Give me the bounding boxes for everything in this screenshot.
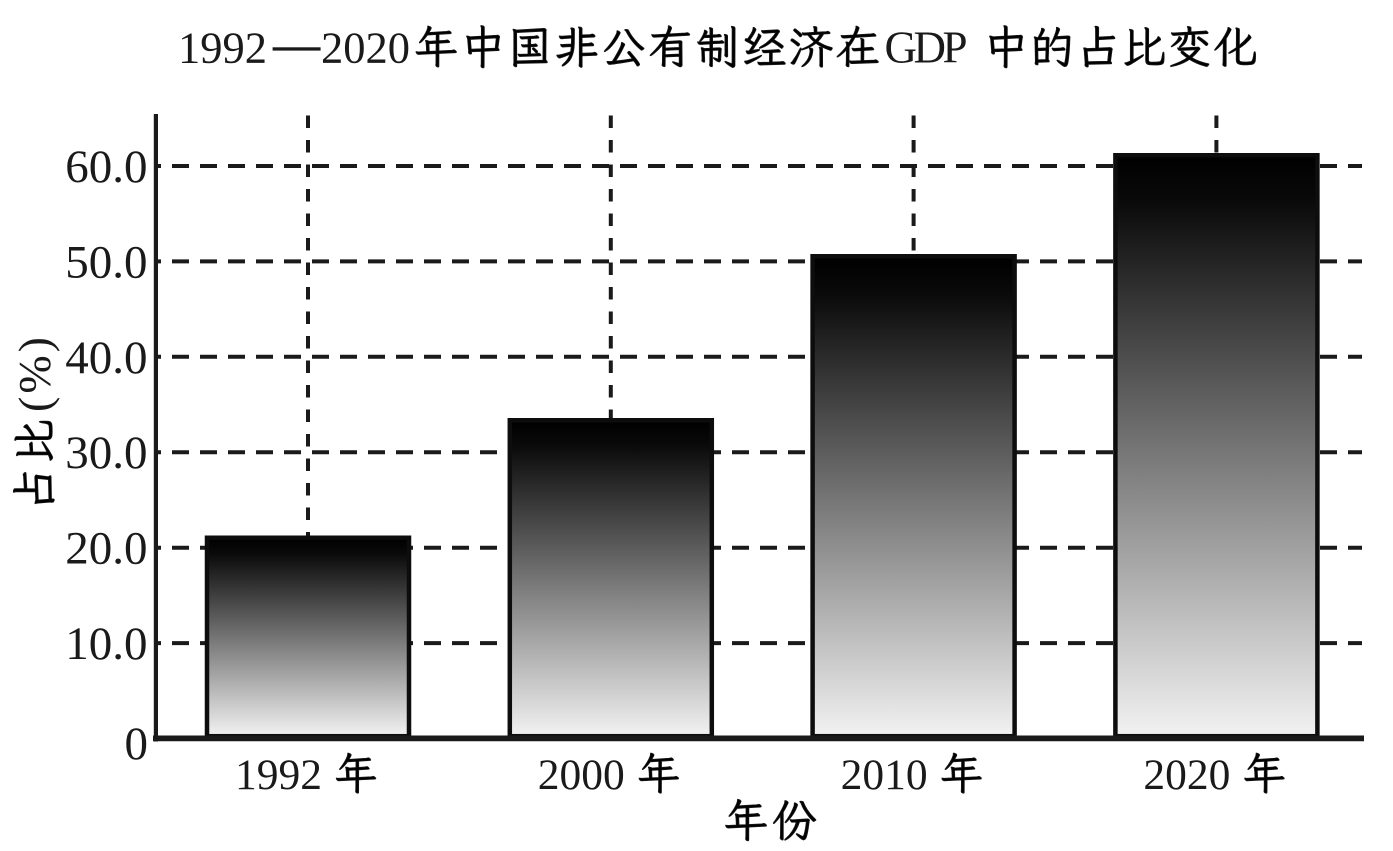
svg-text:GDP: GDP — [885, 23, 967, 73]
svg-text:2020: 2020 — [321, 23, 410, 73]
svg-text:60.0: 60.0 — [65, 141, 147, 193]
svg-text:50.0: 50.0 — [65, 236, 147, 288]
svg-text:10.0: 10.0 — [65, 618, 147, 670]
svg-text:2010: 2010 — [841, 751, 928, 799]
svg-text:30.0: 30.0 — [65, 427, 147, 479]
svg-text:40.0: 40.0 — [65, 332, 147, 384]
svg-text:20.0: 20.0 — [65, 523, 147, 575]
svg-text:(%): (%) — [9, 334, 60, 412]
svg-text:2000: 2000 — [538, 751, 625, 799]
svg-text:1992: 1992 — [235, 751, 322, 799]
svg-text:2020: 2020 — [1143, 751, 1230, 799]
svg-text:0: 0 — [125, 718, 149, 770]
svg-text:1992: 1992 — [178, 23, 267, 73]
